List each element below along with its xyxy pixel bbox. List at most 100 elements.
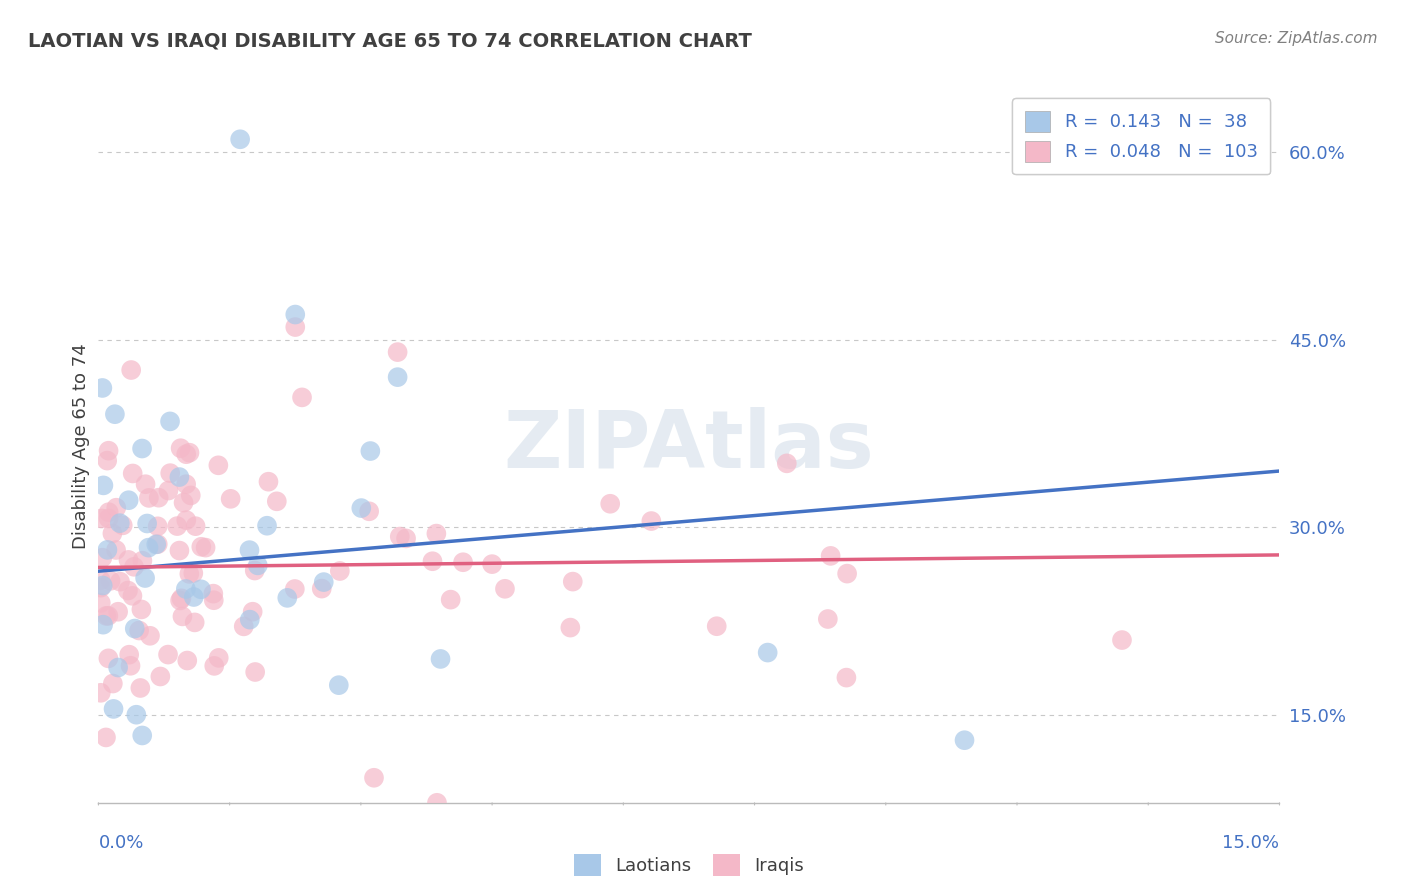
Point: [96, 608, 118, 623]
Point: [387, 345, 409, 359]
Point: [91, 550, 114, 565]
Point: [131, 729, 153, 743]
Point: [97, 443, 120, 458]
Point: [640, 514, 662, 528]
Point: [311, 582, 333, 596]
Point: [243, 564, 266, 578]
Text: LAOTIAN VS IRAQI DISABILITY AGE 65 TO 74 CORRELATION CHART: LAOTIAN VS IRAQI DISABILITY AGE 65 TO 74…: [28, 31, 752, 50]
Point: [820, 549, 842, 563]
Point: [174, 447, 197, 461]
Point: [149, 669, 172, 683]
Point: [328, 678, 350, 692]
Point: [350, 501, 373, 516]
Point: [91, 381, 114, 395]
Point: [159, 466, 181, 480]
Point: [429, 652, 451, 666]
Point: [202, 587, 225, 601]
Point: [101, 526, 124, 541]
Point: [232, 619, 254, 633]
Point: [395, 532, 418, 546]
Point: [97, 511, 120, 525]
Point: [97, 505, 120, 519]
Point: [190, 582, 212, 597]
Point: [159, 414, 181, 428]
Point: [157, 648, 180, 662]
Point: [190, 540, 212, 554]
Point: [136, 516, 159, 531]
Point: [179, 566, 201, 581]
Point: [835, 566, 858, 581]
Point: [173, 495, 195, 509]
Point: [135, 477, 157, 491]
Point: [257, 475, 280, 489]
Point: [208, 651, 231, 665]
Point: [174, 513, 197, 527]
Point: [124, 622, 146, 636]
Point: [97, 608, 120, 623]
Point: [312, 575, 335, 590]
Point: [1111, 633, 1133, 648]
Point: [97, 651, 120, 665]
Text: 15.0%: 15.0%: [1222, 834, 1279, 852]
Point: [148, 491, 170, 505]
Point: [451, 555, 474, 569]
Point: [174, 582, 197, 596]
Point: [91, 578, 114, 592]
Point: [101, 676, 124, 690]
Point: [131, 602, 153, 616]
Point: [238, 543, 260, 558]
Point: [284, 308, 307, 322]
Point: [145, 537, 167, 551]
Point: [94, 731, 117, 745]
Point: [108, 574, 131, 589]
Point: [100, 574, 122, 588]
Point: [266, 494, 288, 508]
Point: [105, 500, 128, 515]
Point: [90, 574, 112, 588]
Point: [284, 320, 307, 334]
Point: [90, 596, 112, 610]
Point: [138, 541, 160, 555]
Point: [817, 612, 839, 626]
Point: [131, 442, 153, 456]
Point: [425, 526, 447, 541]
Point: [706, 619, 728, 633]
Point: [276, 591, 298, 605]
Point: [560, 621, 582, 635]
Point: [599, 497, 621, 511]
Point: [835, 671, 858, 685]
Point: [494, 582, 516, 596]
Point: [117, 553, 139, 567]
Point: [256, 518, 278, 533]
Point: [291, 390, 314, 404]
Text: Source: ZipAtlas.com: Source: ZipAtlas.com: [1215, 31, 1378, 46]
Point: [184, 519, 207, 533]
Point: [181, 566, 204, 581]
Point: [93, 478, 115, 492]
Point: [117, 583, 139, 598]
Point: [134, 571, 156, 585]
Point: [179, 445, 201, 459]
Point: [125, 707, 148, 722]
Point: [91, 617, 114, 632]
Point: [183, 615, 205, 630]
Point: [246, 558, 269, 573]
Point: [426, 796, 449, 810]
Point: [107, 660, 129, 674]
Point: [202, 593, 225, 607]
Point: [440, 592, 463, 607]
Point: [219, 491, 242, 506]
Point: [117, 493, 139, 508]
Point: [166, 519, 188, 533]
Point: [239, 613, 262, 627]
Point: [169, 441, 191, 455]
Point: [953, 733, 976, 747]
Point: [108, 516, 131, 530]
Point: [90, 581, 112, 595]
Point: [138, 491, 160, 505]
Point: [104, 407, 127, 421]
Point: [96, 453, 118, 467]
Point: [121, 467, 143, 481]
Point: [128, 624, 150, 638]
Point: [776, 456, 799, 470]
